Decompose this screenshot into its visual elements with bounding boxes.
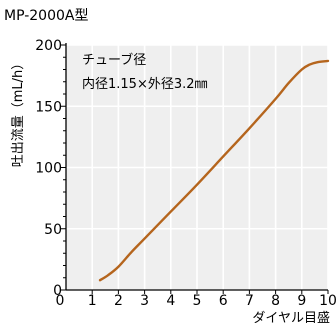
y-axis-label: 吐出流量（mL/h） <box>11 57 26 168</box>
x-tick-label-5: 5 <box>193 293 202 309</box>
x-tick-label-3: 3 <box>140 293 149 309</box>
y-tick-label-100: 100 <box>35 161 62 177</box>
x-tick-label-9: 9 <box>297 293 306 309</box>
x-tick-label-4: 4 <box>166 293 175 309</box>
y-tick-labels: 0 50 100 150 200 <box>35 38 62 299</box>
x-tick-label-0: 0 <box>56 293 65 309</box>
x-tick-label-1: 1 <box>88 293 97 309</box>
y-tick-label-150: 150 <box>35 99 62 115</box>
x-tick-label-2: 2 <box>114 293 123 309</box>
axes <box>60 43 329 294</box>
annotation-tube-size: 内径1.15×外径3.2㎜ <box>82 76 208 92</box>
gridlines <box>66 44 329 290</box>
x-tick-labels: 0 1 2 3 4 5 6 7 8 9 10 <box>56 293 336 309</box>
x-axis-label: ダイヤル目盛 <box>252 311 330 325</box>
x-tick-label-8: 8 <box>271 293 280 309</box>
y-tick-label-50: 50 <box>44 222 62 238</box>
x-tick-label-6: 6 <box>219 293 228 309</box>
y-tick-label-200: 200 <box>35 38 62 54</box>
x-tick-label-10: 10 <box>319 293 336 309</box>
chart-title: MP-2000A型 <box>4 8 88 24</box>
x-tick-label-7: 7 <box>245 293 254 309</box>
series-layer <box>98 59 330 282</box>
annotation-tube: チューブ径 <box>82 52 146 68</box>
y-tick-label-0: 0 <box>53 283 62 299</box>
series-line-0 <box>98 59 330 282</box>
